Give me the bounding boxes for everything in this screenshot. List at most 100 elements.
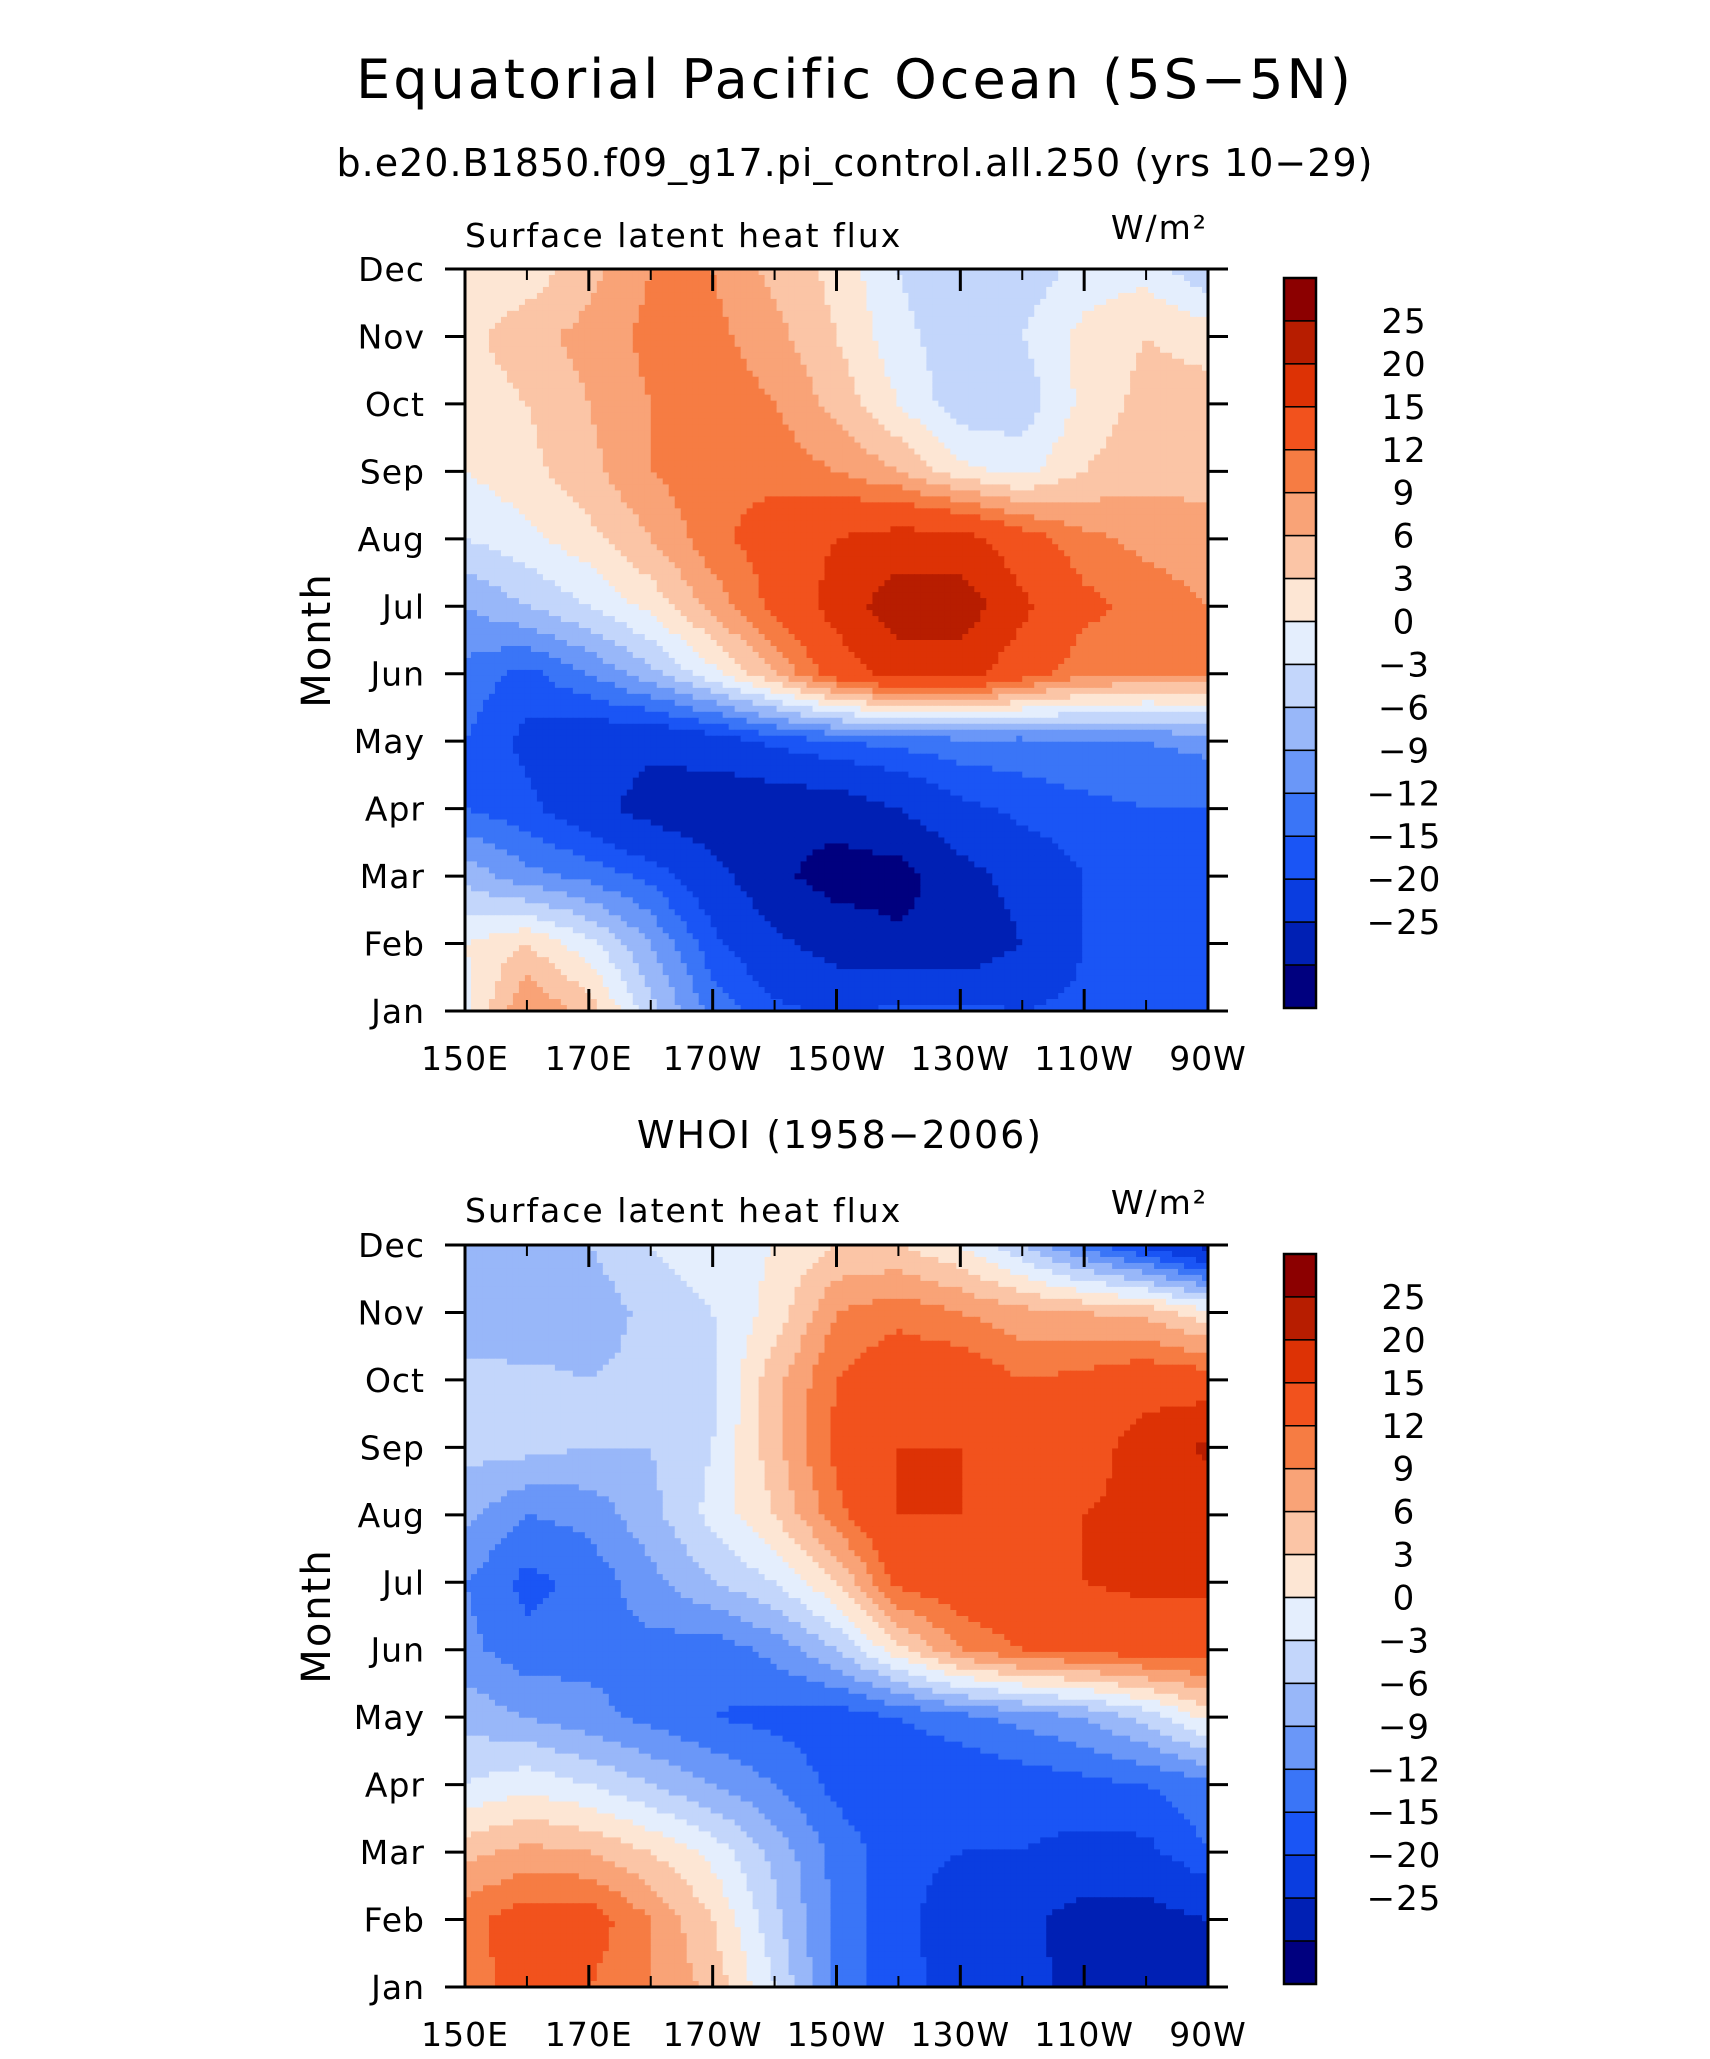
contour-cell	[579, 377, 586, 384]
contour-cell	[579, 293, 586, 300]
contour-cell	[561, 455, 568, 462]
contour-cell	[819, 389, 826, 396]
contour-cell	[675, 455, 682, 462]
contour-cell	[621, 293, 628, 300]
contour-cell	[1190, 377, 1197, 384]
contour-cell	[645, 323, 652, 330]
contour-cell	[1082, 347, 1089, 354]
contour-cell	[633, 472, 640, 479]
contour-cell	[866, 359, 873, 366]
contour-cell	[573, 299, 580, 306]
contour-cell	[1172, 443, 1179, 450]
contour-cell	[908, 341, 915, 348]
contour-cell	[675, 419, 682, 426]
contour-cell	[681, 496, 688, 503]
contour-cell	[986, 335, 993, 342]
contour-cell	[573, 365, 580, 372]
contour-cell	[980, 389, 987, 396]
contour-cell	[699, 472, 706, 479]
contour-cell	[729, 371, 736, 378]
contour-cell	[1070, 365, 1077, 372]
contour-cell	[777, 389, 784, 396]
contour-cell	[663, 460, 670, 467]
contour-cell	[813, 484, 820, 491]
contour-cell	[1088, 419, 1095, 426]
contour-cell	[872, 323, 879, 330]
contour-cell	[950, 287, 957, 294]
contour-cell	[854, 460, 861, 467]
contour-cell	[675, 395, 682, 402]
contour-cell	[675, 502, 682, 509]
contour-cell	[896, 431, 903, 438]
contour-cell	[495, 377, 502, 384]
contour-cell	[1142, 401, 1149, 408]
contour-cell	[896, 341, 903, 348]
contour-cell	[1094, 472, 1101, 479]
contour-cell	[573, 496, 580, 503]
contour-cell	[938, 275, 945, 282]
contour-cell	[741, 502, 748, 509]
contour-cell	[837, 502, 844, 509]
contour-cell	[1016, 293, 1023, 300]
contour-cell	[675, 335, 682, 342]
contour-cell	[783, 490, 790, 497]
contour-cell	[914, 443, 921, 450]
contour-cell	[1160, 311, 1167, 318]
contour-cell	[603, 472, 610, 479]
contour-cell	[771, 305, 778, 312]
contour-cell	[1136, 484, 1143, 491]
contour-cell	[980, 478, 987, 485]
contour-cell	[1010, 425, 1017, 432]
contour-cell	[1124, 496, 1131, 503]
contour-cell	[848, 443, 855, 450]
contour-cell	[645, 353, 652, 360]
contour-cell	[591, 490, 598, 497]
contour-cell	[741, 359, 748, 366]
contour-cell	[1046, 502, 1053, 509]
contour-cell	[621, 389, 628, 396]
contour-cell	[693, 478, 700, 485]
contour-cell	[1004, 502, 1011, 509]
contour-cell	[489, 401, 496, 408]
contour-cell	[1190, 353, 1197, 360]
contour-cell	[902, 353, 909, 360]
contour-cell	[1052, 383, 1059, 390]
contour-cell	[621, 401, 628, 408]
contour-cell	[483, 449, 490, 456]
contour-cell	[1178, 335, 1185, 342]
contour-cell	[489, 472, 496, 479]
contour-cell	[1160, 365, 1167, 372]
contour-cell	[1148, 311, 1155, 318]
contour-cell	[1148, 377, 1155, 384]
contour-cell	[483, 401, 490, 408]
contour-cell	[555, 449, 562, 456]
contour-cell	[819, 407, 826, 414]
contour-cell	[573, 323, 580, 330]
contour-cell	[1178, 305, 1185, 312]
contour-cell	[633, 311, 640, 318]
contour-cell	[998, 287, 1005, 294]
contour-cell	[645, 293, 652, 300]
contour-cell	[519, 299, 526, 306]
contour-cell	[932, 287, 939, 294]
contour-cell	[663, 383, 670, 390]
contour-cell	[633, 275, 640, 282]
contour-cell	[663, 478, 670, 485]
contour-cell	[974, 311, 981, 318]
contour-cell	[645, 449, 652, 456]
contour-cell	[1166, 359, 1173, 366]
contour-cell	[914, 311, 921, 318]
contour-cell	[615, 466, 622, 473]
contour-cell	[998, 466, 1005, 473]
contour-cell	[1154, 455, 1161, 462]
contour-cell	[1172, 377, 1179, 384]
contour-cell	[603, 478, 610, 485]
contour-cell	[693, 359, 700, 366]
contour-cell	[1052, 293, 1059, 300]
contour-cell	[789, 478, 796, 485]
contour-cell	[717, 347, 724, 354]
contour-cell	[1064, 413, 1071, 420]
contour-cell	[711, 413, 718, 420]
contour-cell	[1040, 317, 1047, 324]
contour-cell	[717, 437, 724, 444]
